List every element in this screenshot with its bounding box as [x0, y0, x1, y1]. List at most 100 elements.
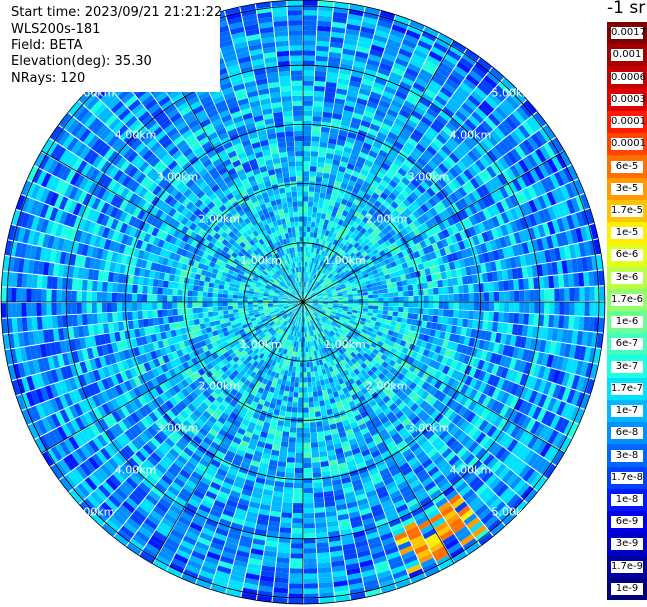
range-gate	[401, 262, 409, 269]
range-gate	[338, 242, 345, 249]
range-gate	[328, 298, 334, 301]
range-gate	[348, 296, 354, 300]
range-gate	[459, 208, 469, 220]
range-gate	[345, 271, 351, 277]
range-gate	[554, 302, 560, 315]
range-gate	[296, 427, 303, 433]
range-gate	[500, 224, 509, 236]
range-gate	[509, 290, 515, 302]
range-gate	[556, 218, 566, 232]
range-gate	[363, 298, 369, 302]
range-gate	[408, 230, 417, 239]
range-gate	[315, 522, 327, 529]
range-gate	[310, 371, 315, 377]
range-gate	[318, 302, 324, 304]
range-gate	[494, 143, 506, 157]
range-gate	[406, 318, 413, 325]
range-gate	[303, 80, 314, 86]
range-gate	[373, 298, 379, 302]
range-gate	[343, 279, 349, 284]
range-gate	[297, 407, 303, 413]
range-gate	[283, 421, 291, 428]
range-gate	[426, 187, 436, 197]
range-gate	[341, 115, 352, 122]
range-gate	[425, 210, 434, 220]
range-gate	[427, 173, 438, 184]
range-gate	[458, 240, 466, 251]
range-gate	[412, 228, 421, 237]
range-gate	[368, 184, 377, 192]
range-gate	[308, 407, 315, 413]
range-gate	[347, 276, 354, 282]
range-gate	[420, 116, 433, 127]
range-gate	[341, 290, 348, 294]
range-gate	[456, 250, 464, 260]
range-gate	[353, 257, 360, 264]
range-gate	[363, 223, 371, 231]
range-gate	[326, 279, 332, 285]
range-gate	[564, 302, 570, 315]
range-gate	[303, 156, 311, 162]
range-gate	[537, 224, 546, 238]
range-gate	[335, 223, 342, 231]
range-gate	[463, 302, 470, 311]
range-gate	[289, 583, 303, 589]
range-gate	[378, 100, 391, 109]
range-gate	[309, 231, 314, 238]
range-gate	[327, 143, 336, 150]
range-gate	[391, 282, 398, 288]
range-gate	[558, 315, 565, 329]
range-gate	[526, 154, 538, 168]
range-gate	[322, 111, 333, 118]
range-gate	[310, 252, 314, 258]
range-gate	[381, 235, 389, 243]
range-gate	[325, 252, 331, 259]
range-gate	[362, 244, 370, 252]
range-gate	[398, 150, 409, 160]
range-gate	[473, 302, 480, 311]
range-gate	[395, 205, 404, 215]
range-gate	[357, 189, 366, 198]
range-gate	[502, 247, 510, 259]
range-gate	[310, 268, 314, 274]
range-gate	[409, 151, 420, 161]
range-gate	[329, 261, 335, 267]
range-gate	[295, 372, 300, 378]
range-gate	[335, 247, 342, 253]
range-gate	[392, 265, 399, 273]
range-gate	[433, 204, 442, 214]
range-gate	[388, 256, 395, 263]
range-gate	[317, 390, 323, 397]
range-gate	[312, 286, 317, 291]
range-gate	[400, 43, 415, 54]
range-gate	[328, 303, 334, 305]
range-gate	[478, 311, 484, 321]
range-gate	[316, 276, 321, 282]
range-gate	[379, 10, 396, 20]
range-gate	[282, 502, 293, 508]
range-gate	[368, 96, 380, 105]
range-gate	[408, 307, 414, 314]
range-gate	[452, 277, 459, 286]
range-gate	[332, 159, 341, 166]
range-gate	[316, 171, 323, 178]
range-gate	[448, 294, 454, 302]
range-gate	[317, 25, 331, 32]
range-gate	[310, 146, 319, 152]
range-gate	[400, 211, 409, 220]
range-gate	[303, 161, 310, 167]
range-gate	[320, 213, 327, 220]
range-gate	[291, 543, 303, 549]
range-gate	[417, 248, 425, 257]
range-gate	[377, 231, 385, 239]
range-gate	[355, 269, 362, 275]
range-gate	[348, 304, 354, 308]
range-gate	[451, 252, 459, 262]
range-gate	[553, 315, 560, 328]
range-gate	[573, 273, 580, 287]
range-gate	[478, 292, 485, 302]
range-gate	[563, 245, 572, 260]
range-gate	[294, 477, 303, 484]
range-gate	[330, 255, 336, 262]
range-gate	[397, 251, 404, 259]
